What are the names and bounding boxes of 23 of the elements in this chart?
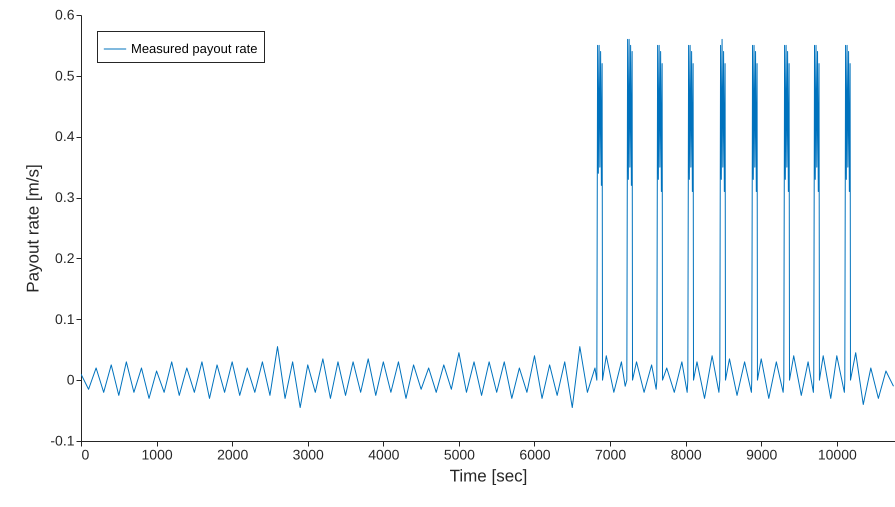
- y-tick-label: 0.5: [55, 67, 75, 84]
- line-series: [81, 38, 894, 408]
- y-axis-title: Payout rate [m/s]: [23, 164, 42, 293]
- y-tick-label: 0: [66, 372, 75, 388]
- y-tick-label: -0.1: [50, 432, 75, 448]
- x-tick-label: 0: [82, 446, 90, 462]
- x-tick-label: 4000: [368, 446, 400, 462]
- x-tick-label: 10000: [818, 446, 857, 462]
- x-tick-label: 6000: [519, 446, 551, 462]
- x-tick-label: 3000: [292, 446, 324, 462]
- x-tick-label: 9000: [746, 446, 778, 462]
- y-tick-label: 0.1: [55, 310, 75, 327]
- legend-label: Measured payout rate: [131, 41, 258, 56]
- x-tick-label: 1000: [142, 446, 173, 462]
- x-tick-label: 2000: [217, 446, 248, 462]
- x-tick-label: 8000: [670, 446, 702, 462]
- x-axis-title: Time [sec]: [450, 466, 528, 486]
- y-tick-label: 0.4: [55, 128, 75, 144]
- y-tick-label: 0.2: [55, 250, 75, 266]
- y-tick-label: 0.3: [55, 189, 75, 206]
- x-tick-label: 7000: [594, 446, 626, 462]
- x-tick-label: 5000: [444, 446, 476, 462]
- y-tick-label: 0.6: [55, 6, 75, 22]
